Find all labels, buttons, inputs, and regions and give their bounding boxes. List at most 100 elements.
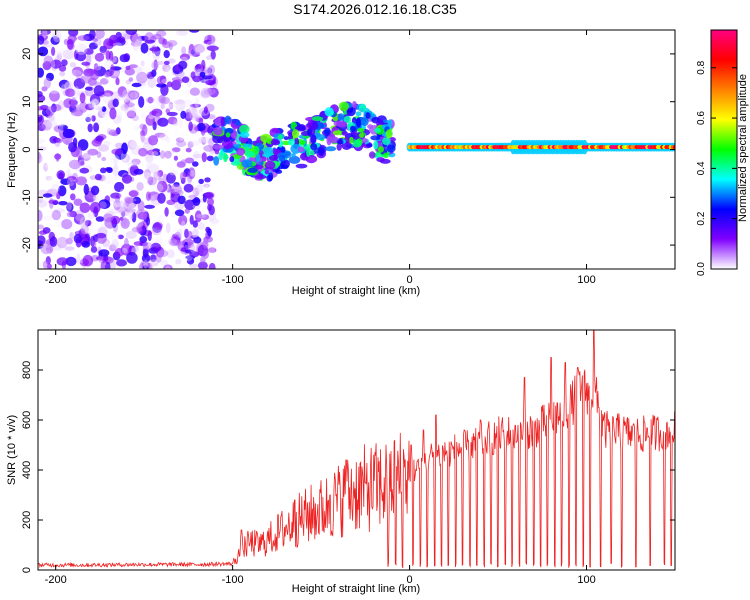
spectrogram-blob — [73, 86, 80, 98]
spectrogram-blob — [189, 214, 194, 225]
spectrogram-blob — [38, 114, 44, 125]
spectrogram-blob — [183, 183, 194, 193]
spectrogram-blob — [324, 107, 334, 117]
spectrogram-blob — [119, 188, 126, 201]
spectrogram-blob — [120, 46, 125, 52]
spectrogram-blob — [89, 201, 101, 214]
spectrogram-blob — [196, 183, 203, 188]
spectrogram-blob — [45, 106, 55, 117]
spectrogram-blob — [210, 50, 216, 60]
spectrogram-blob — [173, 103, 182, 109]
spectrogram-blob — [124, 102, 135, 108]
spectrogram-blob — [132, 33, 142, 46]
spectrogram-blob — [79, 101, 88, 113]
spectrogram-blob — [337, 113, 345, 121]
spectrogram-blob — [180, 110, 187, 119]
spectrogram-blob — [173, 155, 178, 161]
spectrogram-blob — [69, 69, 82, 77]
spectrogram-blob — [374, 127, 382, 133]
spectrogram-blob — [310, 143, 318, 151]
spectrogram-blob — [297, 140, 306, 145]
spectrogram-blob — [90, 70, 100, 81]
spectrogram-blob — [76, 253, 81, 265]
spectrogram-blob — [241, 159, 253, 168]
spectrogram-blob — [91, 115, 96, 122]
spectrogram-blob — [288, 138, 295, 146]
spectrogram-blob — [180, 53, 190, 61]
spectrogram-blob — [74, 39, 81, 52]
spectrogram-blob — [146, 162, 153, 168]
spectrogram-blob — [103, 38, 115, 50]
spectrogram-blob — [83, 249, 92, 256]
spectrogram-blob — [124, 208, 136, 213]
spectrogram-blob — [97, 110, 106, 118]
spectrogram-blob — [188, 121, 193, 132]
spectrogram-blob — [190, 140, 201, 146]
spectrogram-blob — [75, 51, 87, 62]
spectrogram-blob — [48, 90, 60, 102]
spectrogram-blob — [181, 46, 187, 55]
spectrogram-blob — [126, 252, 138, 264]
x-tick-label: -200 — [45, 274, 67, 286]
spectrogram-blob — [156, 60, 165, 65]
spectrogram-blob — [46, 96, 51, 106]
spectrogram-blob — [120, 103, 129, 111]
spectrogram-blob — [221, 139, 233, 150]
spectrogram-blob — [38, 153, 43, 164]
spectrogram-blob — [218, 151, 224, 161]
spectrogram-blob — [105, 50, 111, 61]
spectrogram-blob — [201, 135, 210, 143]
spectrogram-blob — [159, 150, 166, 159]
spectrogram-blob — [79, 216, 89, 228]
y-tick-label: 400 — [21, 461, 33, 479]
spectrogram-blob — [270, 139, 281, 146]
spectrogram-blob — [174, 209, 185, 217]
spectrogram-blob — [64, 246, 75, 251]
spectrogram-blob — [112, 56, 119, 65]
spectrogram-blob — [179, 171, 187, 182]
spectrogram-blob — [173, 131, 180, 138]
spectrogram-blob — [337, 139, 344, 145]
spectrogram-blob — [185, 109, 192, 119]
spectrogram-blob — [128, 190, 139, 197]
spectrogram-blob — [136, 182, 144, 191]
spectrogram-blob — [152, 200, 159, 206]
spectrogram-blob — [61, 219, 73, 230]
spectrogram-blob — [200, 59, 206, 72]
spectrogram-blob — [65, 256, 77, 267]
spectrogram-blob — [192, 161, 199, 167]
spectrogram-blob — [247, 167, 258, 173]
spectrogram-blob — [338, 101, 349, 112]
spectrogram-blob — [153, 59, 158, 71]
spectrogram-blob — [51, 210, 61, 221]
spectrogram-blob — [129, 91, 138, 99]
y-tick-label: 800 — [21, 361, 33, 379]
spectrogram-blob — [109, 197, 120, 203]
spectrogram-blob — [122, 33, 133, 40]
spectrogram-blob — [136, 71, 148, 84]
spectrogram-blob — [91, 98, 100, 109]
colorbar-tick-label: 0.2 — [696, 211, 707, 225]
spectrogram-ylabel: Frequency (Hz) — [6, 112, 18, 188]
spectrogram-blob — [203, 66, 212, 77]
spectrogram-blob — [82, 254, 94, 267]
spectrogram-blob — [124, 105, 136, 117]
spectrogram-blob — [370, 135, 381, 141]
snr-plot-area — [38, 330, 675, 570]
spectrogram-blob — [40, 242, 52, 255]
spectrogram-blob — [157, 117, 169, 127]
spectrogram-blob — [113, 175, 121, 180]
spectrogram-blob — [45, 175, 53, 181]
spectrogram-blob — [102, 256, 114, 264]
spectrogram-blob — [92, 196, 99, 202]
spectrogram-blob — [75, 209, 84, 222]
spectrogram-blob — [175, 258, 182, 265]
spectrogram-blob — [101, 106, 107, 112]
spectrogram-blob — [90, 185, 100, 196]
spectrogram-blob — [188, 263, 199, 269]
spectrogram-blob — [199, 71, 206, 78]
spectrogram-blob — [120, 66, 126, 73]
spectrogram-blob — [38, 137, 44, 144]
spectrogram-blob — [254, 174, 267, 180]
spectrogram-blob — [43, 43, 55, 48]
